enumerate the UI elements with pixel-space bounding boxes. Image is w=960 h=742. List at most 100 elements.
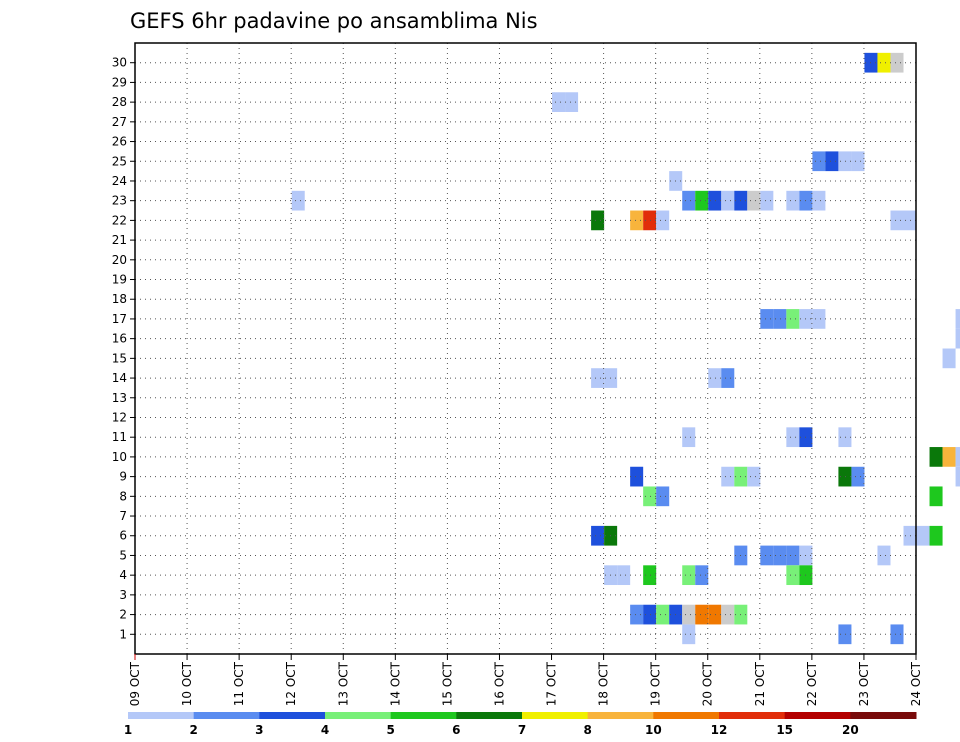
x-tick-label: 20 OCT: [701, 661, 715, 706]
x-tick-label: 24 OCT: [909, 661, 923, 706]
colorbar-legend: 1 2 3 4 5 6 7 8 10 12 15 20: [124, 712, 917, 737]
precip-cell: [760, 309, 774, 329]
y-tick-label: 6: [119, 529, 127, 543]
precip-cell: [747, 190, 761, 211]
precip-cell: [708, 190, 722, 211]
colorbar-segment: [390, 712, 457, 719]
precip-cell: [695, 604, 709, 625]
colorbar-segment: [456, 712, 523, 719]
y-tick-label: 1: [119, 627, 127, 641]
precip-cell: [786, 190, 800, 211]
precip-cell: [721, 190, 735, 211]
x-tick-label: 09 OCT: [128, 661, 142, 706]
precip-cell: [291, 190, 305, 211]
precip-cell: [656, 486, 670, 507]
x-tick-label: 16 OCT: [492, 661, 506, 706]
precip-cell: [916, 525, 930, 546]
precip-cell: [760, 190, 774, 211]
y-tick-label: 9: [119, 470, 127, 484]
colorbar-label: 20: [842, 723, 859, 737]
precip-cell: [552, 92, 566, 112]
precip-cell: [838, 427, 852, 448]
precip-cell: [838, 624, 852, 645]
y-tick-label: 15: [112, 351, 127, 365]
precip-cell: [890, 624, 904, 645]
precip-cell: [617, 565, 631, 586]
y-tick-label: 18: [112, 292, 127, 306]
colorbar-label: 1: [124, 723, 132, 737]
x-tick-label: 12 OCT: [284, 661, 298, 706]
chart-title: GEFS 6hr padavine po ansamblima Nis: [130, 9, 538, 33]
precip-cell: [773, 545, 787, 566]
precip-cell: [877, 545, 891, 566]
precip-cell: [929, 525, 943, 546]
y-tick-label: 16: [112, 332, 127, 346]
precip-cell: [682, 565, 696, 586]
precip-cell: [591, 210, 605, 231]
precip-cell: [955, 328, 960, 349]
y-tick-label: 10: [112, 450, 127, 464]
colorbar-label: 10: [645, 723, 662, 737]
colorbar-segment: [784, 712, 851, 719]
precip-cell: [721, 368, 735, 388]
precip-cell: [838, 466, 852, 487]
colorbar-label: 5: [386, 723, 394, 737]
colorbar-segment: [259, 712, 326, 719]
colorbar-label: 7: [518, 723, 526, 737]
precip-cell: [890, 210, 904, 231]
precip-cell: [630, 604, 644, 625]
precip-cell: [942, 348, 956, 369]
x-tick-label: 18 OCT: [597, 661, 611, 706]
colorbar-segment: [719, 712, 786, 719]
precip-cell: [695, 565, 709, 586]
x-tick-label: 23 OCT: [857, 661, 871, 706]
precip-cell: [643, 486, 657, 507]
precip-cell: [955, 466, 960, 487]
precip-cell: [708, 368, 722, 388]
x-tick-label: 19 OCT: [649, 661, 663, 706]
y-tick-label: 19: [112, 273, 127, 287]
y-tick-label: 13: [112, 391, 127, 405]
y-tick-label: 3: [119, 588, 127, 602]
y-tick-label: 25: [112, 154, 127, 168]
y-tick-label: 23: [112, 194, 127, 208]
precip-cell: [786, 545, 800, 566]
colorbar-label: 2: [189, 723, 197, 737]
colorbar-label: 12: [711, 723, 728, 737]
precip-cell: [786, 565, 800, 586]
y-tick-label: 21: [112, 233, 127, 247]
colorbar-label: 8: [583, 723, 591, 737]
precip-cell: [643, 565, 657, 586]
colorbar-segment: [193, 712, 260, 719]
precip-cell: [812, 151, 826, 172]
colorbar-label: 4: [321, 723, 329, 737]
y-tick-label: 27: [112, 115, 127, 129]
precip-cell: [877, 52, 891, 73]
precip-cell: [955, 309, 960, 329]
precip-cell: [682, 427, 696, 448]
colorbar-segment: [522, 712, 589, 719]
precip-cell: [786, 309, 800, 329]
y-tick-label: 20: [112, 253, 127, 267]
precip-cell: [565, 92, 579, 112]
x-axis-ticks: 09 OCT 10 OCT 11 OCT 12 OCT 13 OCT 14 OCT 15 O…: [128, 654, 923, 706]
precip-cell: [721, 466, 735, 487]
y-tick-label: 29: [112, 75, 127, 89]
y-tick-label: 5: [119, 548, 127, 562]
precip-cell: [851, 466, 865, 487]
precip-cell: [643, 210, 657, 231]
x-tick-label: 21 OCT: [753, 661, 767, 706]
precip-cell: [630, 466, 644, 487]
x-tick-label: 17 OCT: [545, 661, 559, 706]
precip-cell: [851, 151, 865, 172]
y-tick-label: 11: [112, 430, 127, 444]
x-tick-label: 22 OCT: [805, 661, 819, 706]
x-tick-label: 14 OCT: [388, 661, 402, 706]
precip-cell: [682, 190, 696, 211]
precip-cell: [682, 604, 696, 625]
y-tick-label: 26: [112, 135, 127, 149]
precip-cell: [760, 545, 774, 566]
colorbar-segment: [653, 712, 720, 719]
y-tick-label: 8: [119, 489, 127, 503]
precip-cell: [786, 427, 800, 448]
